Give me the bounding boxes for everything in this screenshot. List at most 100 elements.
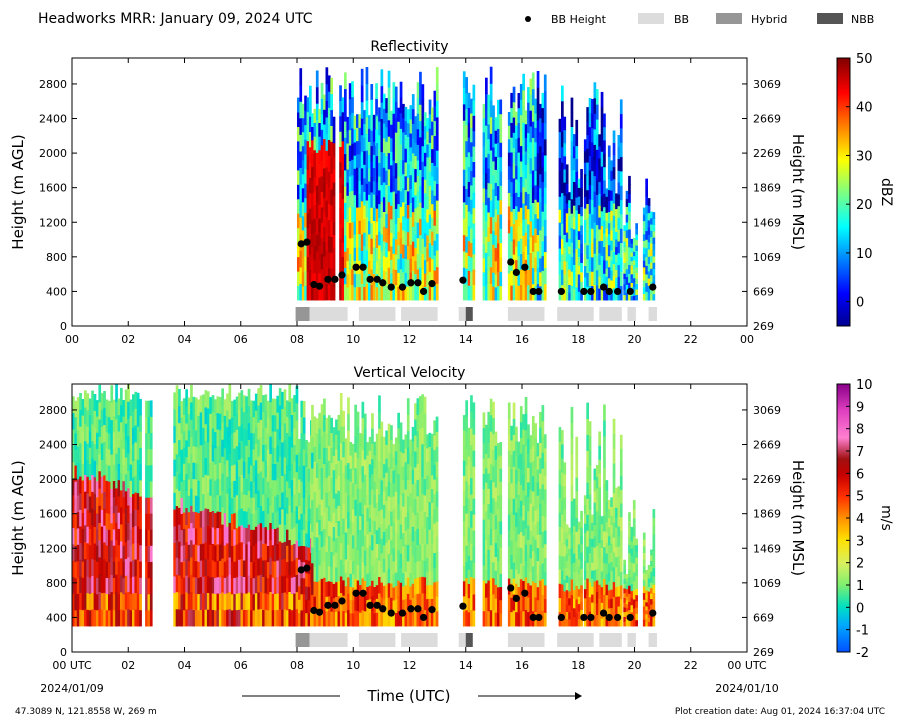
bb-height-point bbox=[379, 605, 387, 613]
date-end-label: 2024/01/10 bbox=[715, 682, 778, 695]
colorbar bbox=[836, 57, 851, 327]
bb-height-point bbox=[419, 613, 428, 622]
legend-swatch-nbb bbox=[817, 13, 843, 24]
legend-marker-bb-height bbox=[525, 16, 531, 22]
y-tick-label-right: 3069 bbox=[753, 78, 781, 91]
bb-height-point bbox=[359, 589, 367, 597]
colorbar-tick-label: 9 bbox=[856, 400, 864, 415]
legend-label-nbb: NBB bbox=[851, 13, 874, 26]
bb-height-point bbox=[419, 287, 428, 296]
colorbar-tick-label: 20 bbox=[856, 198, 873, 213]
colorbar-tick-label: 5 bbox=[856, 490, 864, 505]
bb-height-point bbox=[303, 564, 311, 572]
bb-category-bb bbox=[309, 633, 348, 647]
bb-category-nbb bbox=[465, 633, 473, 647]
y-tick-label-right: 269 bbox=[753, 320, 774, 333]
x-tick-label: 20 bbox=[628, 659, 642, 672]
bb-height-point bbox=[315, 608, 324, 616]
y-tick-label: 2800 bbox=[39, 78, 67, 91]
colorbar-tick-label: 6 bbox=[856, 467, 864, 482]
x-tick-label: 02 bbox=[121, 659, 135, 672]
x-tick-label: 06 bbox=[234, 659, 248, 672]
colorbar-tick-label: 40 bbox=[856, 101, 873, 116]
bb-category-hybrid bbox=[295, 307, 310, 321]
colorbar-tick-label: 30 bbox=[856, 149, 873, 164]
y-tick-label-right: 3069 bbox=[753, 404, 781, 417]
y-axis-label: Height (m AGL) bbox=[9, 134, 27, 249]
bb-category-bb bbox=[648, 633, 657, 647]
colorbar-label: m/s bbox=[878, 505, 894, 531]
legend-label-bb: BB bbox=[674, 13, 689, 26]
bb-height-point bbox=[605, 613, 613, 622]
colorbar-tick-label: 2 bbox=[856, 557, 864, 572]
date-start-label: 2024/01/09 bbox=[40, 682, 103, 695]
bb-height-point bbox=[352, 263, 360, 271]
y-tick-label: 2000 bbox=[39, 147, 67, 160]
y-tick-label: 400 bbox=[46, 611, 67, 624]
y-tick-label-right: 2669 bbox=[753, 113, 781, 126]
y-tick-label: 2800 bbox=[39, 404, 67, 417]
bb-height-point bbox=[398, 609, 407, 617]
bb-height-point bbox=[512, 268, 520, 276]
bb-height-point bbox=[428, 606, 436, 614]
colorbar-tick-label: 8 bbox=[856, 423, 864, 438]
vertical-velocity-panel: Vertical Velocity04008001200160020002400… bbox=[9, 365, 894, 672]
bb-height-point bbox=[535, 613, 543, 622]
y-tick-label: 0 bbox=[60, 646, 67, 659]
colorbar-label: dBZ bbox=[878, 178, 894, 206]
x-tick-label: 16 bbox=[515, 659, 529, 672]
bb-height-point bbox=[315, 282, 324, 290]
bb-category-bb bbox=[507, 307, 545, 321]
y-tick-label-right: 269 bbox=[753, 646, 774, 659]
bb-height-point bbox=[338, 271, 346, 279]
bb-category-hybrid bbox=[295, 633, 310, 647]
bb-height-point bbox=[626, 287, 634, 296]
x-tick-label: 02 bbox=[121, 333, 135, 346]
bb-height-point bbox=[352, 589, 360, 597]
bb-height-point bbox=[303, 238, 311, 246]
bb-height-point bbox=[459, 602, 467, 610]
colorbar-tick-label: 10 bbox=[856, 378, 873, 393]
colorbar-tick-label: 1 bbox=[856, 579, 864, 594]
bb-height-point bbox=[331, 275, 339, 283]
bb-height-point bbox=[557, 613, 565, 622]
bb-category-bb bbox=[627, 307, 636, 321]
x-tick-label: 08 bbox=[290, 659, 304, 672]
y-axis-label-right: Height (m MSL) bbox=[789, 134, 807, 250]
bb-height-point bbox=[428, 280, 436, 288]
x-tick-label: 06 bbox=[234, 333, 248, 346]
y-tick-label-right: 1069 bbox=[753, 251, 781, 264]
colorbar-tick-label: -2 bbox=[856, 646, 869, 661]
y-axis-label: Height (m AGL) bbox=[9, 460, 27, 575]
bb-height-point bbox=[521, 589, 529, 597]
bb-category-bb bbox=[557, 633, 594, 647]
y-tick-label-right: 1869 bbox=[753, 508, 781, 521]
bb-height-point bbox=[379, 279, 387, 287]
bb-category-bb bbox=[627, 633, 636, 647]
y-tick-label-right: 2269 bbox=[753, 147, 781, 160]
bb-height-point bbox=[529, 613, 537, 622]
colorbar-tick-label: 7 bbox=[856, 445, 864, 460]
x-tick-label: 10 bbox=[346, 333, 360, 346]
colorbar-tick-label: 0 bbox=[856, 601, 864, 616]
bb-height-point bbox=[529, 287, 537, 296]
bb-height-point bbox=[535, 287, 543, 296]
bb-height-point bbox=[387, 283, 395, 291]
bb-category-bb bbox=[401, 633, 438, 647]
bb-height-point bbox=[599, 609, 608, 617]
bb-height-point bbox=[507, 584, 515, 592]
plot-creation-date: Plot creation date: Aug 01, 2024 16:37:0… bbox=[675, 707, 885, 717]
bb-category-bb bbox=[458, 633, 466, 647]
y-tick-label: 2400 bbox=[39, 113, 67, 126]
x-tick-label: 22 bbox=[684, 333, 698, 346]
bb-height-point bbox=[649, 283, 657, 291]
bb-category-bb bbox=[648, 307, 657, 321]
page-title: Headworks MRR: January 09, 2024 UTC bbox=[38, 11, 313, 27]
y-tick-label: 1600 bbox=[39, 508, 67, 521]
bb-height-point bbox=[331, 601, 339, 609]
x-tick-label: 04 bbox=[178, 659, 192, 672]
x-tick-label: 08 bbox=[290, 333, 304, 346]
x-tick-label: 00 UTC bbox=[52, 659, 92, 672]
x-tick-label: 00 bbox=[65, 333, 79, 346]
